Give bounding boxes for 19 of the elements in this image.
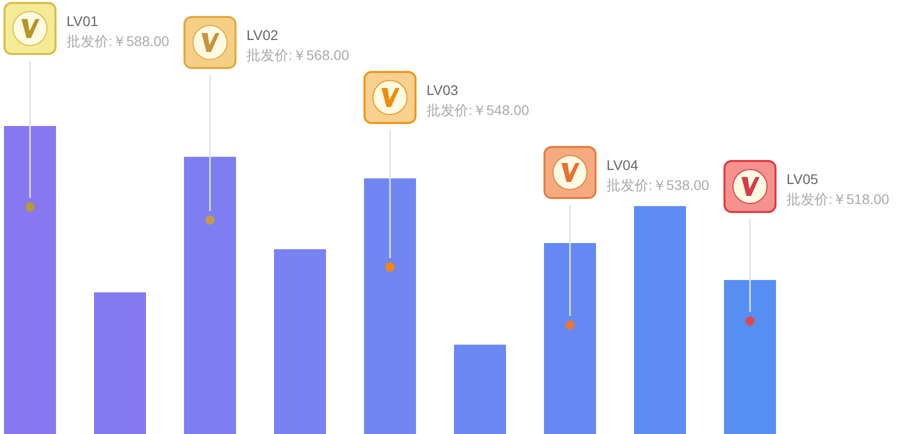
- bar: [94, 292, 146, 434]
- bar: [544, 243, 596, 434]
- text: LV02: [246, 27, 278, 43]
- bar: [4, 126, 56, 434]
- text: 批发价:￥568.00: [246, 47, 350, 63]
- annotation: 批发价:￥538.00: [606, 177, 710, 193]
- bar: [454, 344, 506, 434]
- text: LV01: [66, 13, 98, 29]
- bar: [634, 206, 686, 434]
- text: 批发价:￥548.00: [426, 102, 530, 118]
- text: LV03: [426, 82, 458, 98]
- annotation: LV04: [606, 157, 638, 173]
- bar: [364, 178, 416, 434]
- bar: [724, 280, 776, 434]
- text: 批发价:￥588.00: [66, 33, 170, 49]
- bar: [274, 249, 326, 434]
- annotation: 批发价:￥518.00: [786, 191, 890, 207]
- bar: [184, 156, 236, 434]
- annotation: LV05: [786, 171, 818, 187]
